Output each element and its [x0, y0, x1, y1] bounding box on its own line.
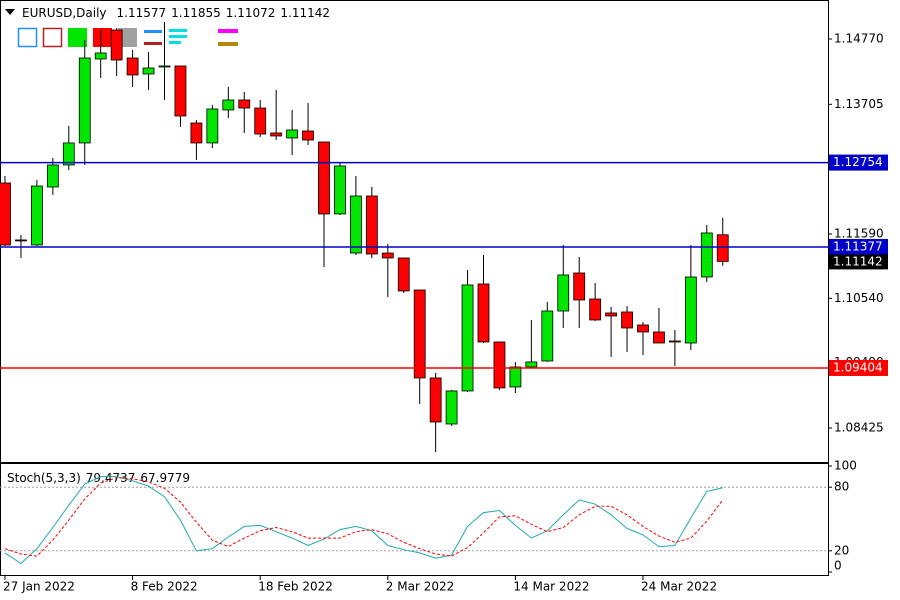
ohlc-value: 1.11577 [117, 6, 167, 20]
candle-body [0, 182, 11, 246]
candle-body [142, 67, 155, 75]
y-tick-label: 1.08425 [834, 420, 884, 434]
x-tick-label: 2 Mar 2022 [386, 580, 454, 594]
icon [218, 29, 238, 33]
price-label: 1.09404 [833, 360, 883, 374]
candle-body [700, 232, 713, 278]
candle-body [429, 377, 442, 423]
x-tick-label: 14 Mar 2022 [513, 580, 589, 594]
candle-body [509, 366, 522, 388]
y-tick-label: 100 [834, 459, 857, 473]
candle-body [525, 361, 538, 368]
candle-body [605, 312, 617, 317]
candle-body [270, 132, 283, 137]
candle-body [62, 142, 75, 166]
price-label-box [829, 239, 888, 256]
chart-header: EURUSD,Daily 1.11577 1.11855 1.11072 1.11142 [22, 6, 330, 20]
stoch-header: Stoch(5,3,3) 79.4737 67.9779 [7, 471, 190, 485]
icon [68, 28, 87, 47]
candle-body [46, 164, 59, 188]
candle-body [621, 311, 633, 329]
toolbar-icons [17, 27, 238, 48]
ohlc-value: 1.11072 [226, 6, 276, 20]
icon [169, 41, 181, 44]
icon [144, 42, 162, 45]
x-tick-label: 27 Jan 2022 [3, 580, 75, 594]
candle-body [653, 331, 665, 344]
candle-body [238, 99, 251, 109]
icon [144, 30, 162, 33]
candle-body [381, 252, 394, 259]
price-label-box [829, 359, 888, 376]
candle-body [286, 129, 299, 139]
y-tick-label: 0 [834, 559, 842, 573]
candle-body [302, 130, 314, 141]
current-price-box [829, 254, 888, 270]
stoch-line [4, 477, 724, 557]
candle-body [174, 65, 187, 117]
candle-body [206, 108, 219, 144]
icon [118, 28, 137, 47]
candle-body [477, 283, 490, 343]
candle-body [126, 57, 139, 76]
icon [93, 28, 112, 47]
candle-body [110, 29, 123, 61]
y-tick-label: 20 [834, 543, 849, 557]
icon [169, 35, 187, 38]
candle-body [589, 298, 602, 321]
stoch-title: Stoch(5,3,3) [7, 471, 81, 485]
ohlc-value: 1.11142 [280, 6, 330, 20]
x-tick-label: 24 Mar 2022 [641, 580, 717, 594]
stoch-value: 67.9779 [140, 471, 190, 485]
candle-body [334, 165, 346, 215]
candle-body [413, 289, 426, 379]
candle-body [78, 57, 91, 144]
candle-body [684, 276, 697, 344]
icon [218, 42, 238, 46]
y-tick-label: 80 [834, 480, 849, 494]
candle-body [541, 310, 554, 362]
candle-body [349, 195, 362, 254]
candle-body [397, 257, 410, 292]
price-label-box [829, 154, 888, 171]
price-label: 1.12754 [833, 155, 883, 169]
candle-body [493, 341, 506, 389]
y-tick-label: 1.14770 [834, 31, 884, 45]
candle-body [637, 324, 649, 333]
stoch-value: 79.4737 [86, 471, 136, 485]
icon [169, 29, 187, 32]
stoch-panel-frame [0, 463, 829, 576]
candle-body [158, 65, 171, 68]
menu-arrow [5, 9, 15, 15]
candle-body [716, 234, 729, 262]
x-tick-label: 8 Feb 2022 [131, 580, 198, 594]
candle-body [557, 274, 570, 312]
candle-body [222, 99, 235, 111]
candle-body [94, 52, 107, 60]
candle-body [190, 122, 203, 144]
candle-body [365, 195, 378, 255]
candle-body [461, 284, 474, 392]
y-tick-label: 1.10540 [834, 291, 884, 305]
price-label: 1.11377 [833, 240, 883, 254]
chart-title: EURUSD,Daily [22, 6, 107, 20]
icon [17, 27, 38, 48]
candle-body [30, 185, 43, 246]
y-tick-label: 1.13705 [834, 97, 884, 111]
candle-body [445, 390, 458, 425]
candle-body [254, 107, 267, 135]
candle-body [318, 141, 330, 215]
ohlc-value: 1.11855 [171, 6, 221, 20]
y-tick-label: 1.11590 [834, 226, 884, 240]
candle-body [573, 272, 586, 301]
candle-body [669, 340, 681, 343]
x-tick-label: 18 Feb 2022 [258, 580, 333, 594]
current-price-label: 1.11142 [833, 254, 883, 268]
stoch-line [4, 476, 723, 565]
candle-body [15, 239, 27, 242]
icon [42, 27, 63, 48]
